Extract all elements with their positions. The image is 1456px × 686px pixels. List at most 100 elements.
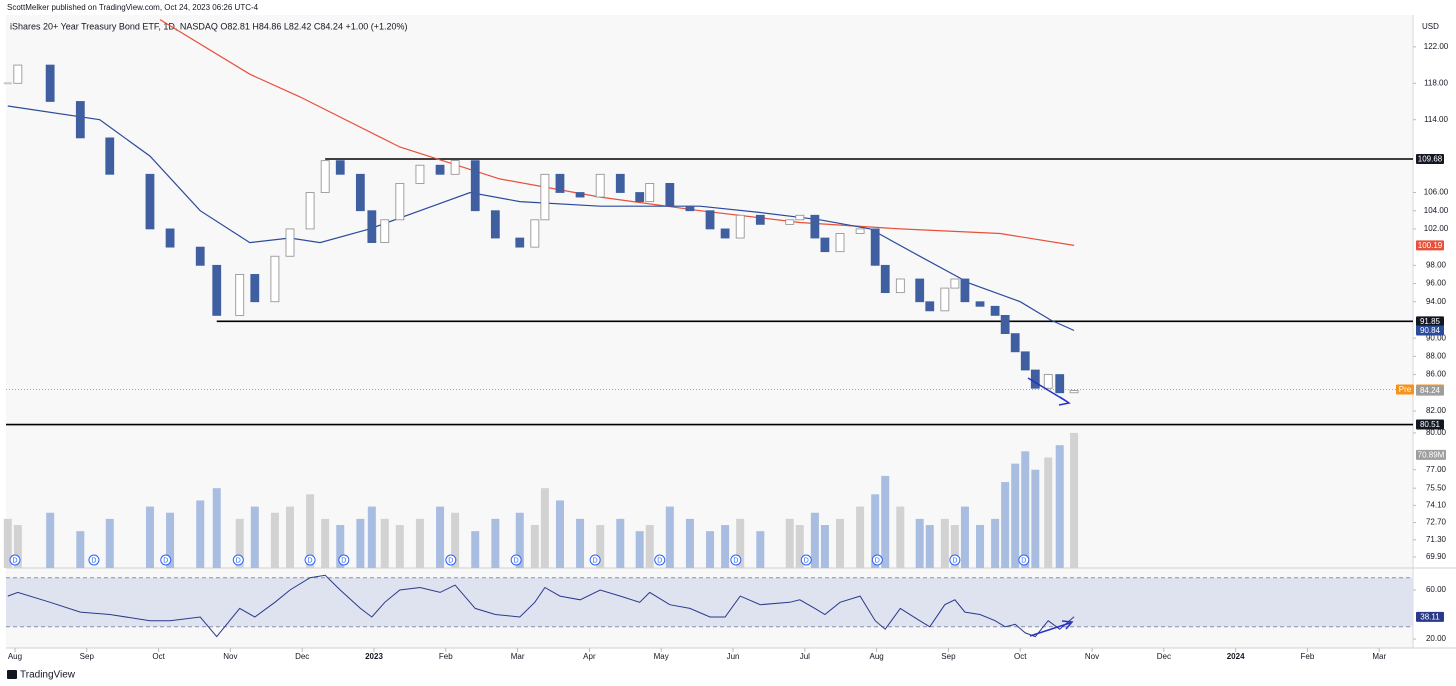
y-tick-label: 88.00 xyxy=(1426,351,1447,360)
volume-bar xyxy=(415,518,424,568)
dividend-label: D xyxy=(804,557,809,564)
dividend-label: D xyxy=(91,557,96,564)
volume-bar xyxy=(1021,451,1030,568)
volume-bar xyxy=(3,518,12,568)
volume-bar xyxy=(76,531,85,568)
x-tick-label: Mar xyxy=(1372,652,1386,661)
candle xyxy=(320,160,330,193)
candle xyxy=(415,164,425,184)
candle xyxy=(45,64,55,102)
y-tick-label: 118.00 xyxy=(1424,78,1448,87)
dividend-marker xyxy=(232,554,244,566)
volume-bar xyxy=(665,506,674,568)
vol-tick-label: 77.00 xyxy=(1426,465,1447,474)
candle xyxy=(820,237,830,253)
volume-bar xyxy=(530,525,539,568)
volume-bar xyxy=(976,525,985,568)
candle xyxy=(870,228,880,266)
volume-label-box xyxy=(1416,449,1446,460)
dividend-label: D xyxy=(448,557,453,564)
x-tick-label: Sep xyxy=(80,652,95,661)
candle xyxy=(950,278,960,289)
candle xyxy=(145,173,155,230)
candle xyxy=(990,305,1000,316)
x-tick-label: Aug xyxy=(8,652,22,661)
rsi-label-box xyxy=(1416,611,1444,622)
volume-bar xyxy=(1044,457,1053,568)
candle xyxy=(285,228,295,257)
dividend-marker xyxy=(160,554,172,566)
volume-bar xyxy=(367,506,376,568)
volume-bar xyxy=(925,525,934,568)
volume-bar xyxy=(436,506,445,568)
y-tick-label: 82.00 xyxy=(1426,406,1447,415)
candle xyxy=(250,274,260,303)
dividend-marker xyxy=(730,554,742,566)
volume-bar xyxy=(795,525,804,568)
volume-bar xyxy=(13,525,22,568)
dividend-marker xyxy=(871,554,883,566)
x-tick-label: Dec xyxy=(295,652,309,661)
dividend-marker xyxy=(510,554,522,566)
dividend-label: D xyxy=(308,557,313,564)
dividend-label: D xyxy=(657,557,662,564)
price-label: 100.19 xyxy=(1418,241,1443,250)
candle xyxy=(720,228,730,239)
price-label-box xyxy=(1416,154,1444,165)
volume-bar xyxy=(1031,469,1040,568)
volume-label: 70.89M xyxy=(1418,451,1445,460)
x-tick-label: Aug xyxy=(870,652,884,661)
candle xyxy=(960,278,970,303)
price-label: 90.84 xyxy=(1420,326,1441,335)
volume-bar xyxy=(395,525,404,568)
arrow-head xyxy=(1061,620,1074,630)
candle xyxy=(785,219,795,225)
price-tag: Pre xyxy=(1399,385,1412,394)
candle xyxy=(615,173,625,193)
vol-tick-label: 75.50 xyxy=(1426,483,1447,492)
price-label-box xyxy=(1416,316,1444,327)
candle xyxy=(1069,390,1079,394)
volume-bar xyxy=(356,518,365,568)
candle xyxy=(13,64,23,84)
y-tick-label: 122.00 xyxy=(1424,42,1449,51)
price-label-box xyxy=(1416,385,1444,396)
candle xyxy=(270,255,280,303)
volume-bar xyxy=(810,512,819,568)
x-tick-label: 2024 xyxy=(1227,652,1245,661)
candle xyxy=(595,173,605,198)
price-label-box xyxy=(1416,325,1444,336)
volume-bar xyxy=(756,531,765,568)
dividend-label: D xyxy=(514,557,519,564)
candle xyxy=(235,274,245,316)
candle xyxy=(165,228,175,248)
x-tick-label: Apr xyxy=(583,652,596,661)
candle xyxy=(645,183,655,203)
candle xyxy=(335,160,345,175)
candle xyxy=(470,160,480,212)
candle xyxy=(705,210,715,230)
y-tick-label: 102.00 xyxy=(1424,224,1449,233)
x-tick-label: Jun xyxy=(727,652,740,661)
logo xyxy=(7,670,17,679)
price-label-box xyxy=(1416,419,1444,430)
volume-bar xyxy=(950,525,959,568)
candle xyxy=(450,160,460,175)
volume-bar xyxy=(836,518,845,568)
volume-bar xyxy=(596,525,605,568)
x-tick-label: Oct xyxy=(152,652,165,661)
candle xyxy=(810,214,820,239)
volume-bar xyxy=(336,525,345,568)
candle xyxy=(530,219,540,248)
candle xyxy=(1000,314,1010,335)
price-label: 109.68 xyxy=(1418,155,1443,164)
volume-bar xyxy=(685,518,694,568)
dividend-label: D xyxy=(12,557,17,564)
y-tick-label: 90.00 xyxy=(1426,333,1447,342)
candle xyxy=(105,137,115,175)
candle xyxy=(515,237,525,248)
candle xyxy=(435,164,445,175)
candle xyxy=(665,183,675,207)
